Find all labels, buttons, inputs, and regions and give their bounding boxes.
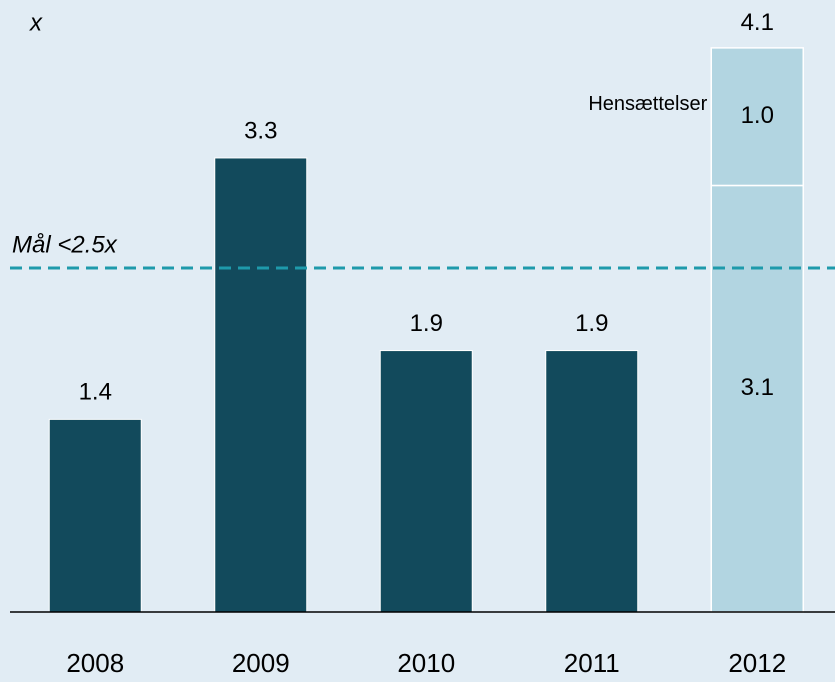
value-label: 1.9 bbox=[410, 310, 443, 337]
x-tick-label: 2011 bbox=[564, 648, 620, 678]
value-label: 3.3 bbox=[244, 117, 277, 144]
total-label: 4.1 bbox=[741, 9, 774, 36]
bar bbox=[214, 157, 308, 613]
value-label: 1.0 bbox=[741, 102, 774, 129]
y-axis-label: x bbox=[29, 9, 43, 36]
x-tick-label: 2012 bbox=[728, 648, 786, 678]
x-tick-label: 2009 bbox=[232, 648, 290, 678]
value-label: 1.9 bbox=[575, 310, 608, 337]
value-label: 3.1 bbox=[741, 374, 774, 401]
bar bbox=[48, 418, 142, 613]
bar bbox=[545, 350, 639, 613]
bar bbox=[710, 184, 804, 613]
x-tick-label: 2010 bbox=[397, 648, 455, 678]
reference-label: Mål <2.5x bbox=[12, 231, 118, 258]
bar bbox=[710, 47, 804, 187]
x-tick-label: 2008 bbox=[66, 648, 124, 678]
value-label: 1.4 bbox=[79, 379, 112, 406]
series-label: Hensættelser bbox=[588, 93, 707, 115]
bar bbox=[379, 350, 473, 613]
